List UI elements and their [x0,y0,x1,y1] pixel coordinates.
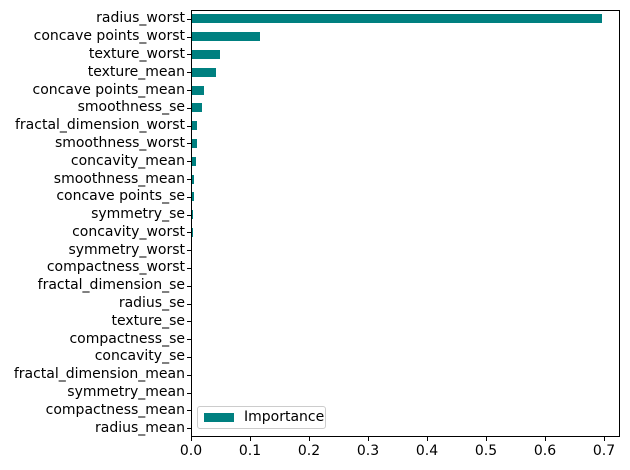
bar [192,103,202,112]
x-tick-mark [545,437,546,441]
x-tick-label: 0.2 [297,443,321,459]
y-tick-mark [187,108,191,109]
y-tick-mark [187,143,191,144]
y-tick-mark [187,126,191,127]
bar [192,14,602,23]
y-tick-mark [187,357,191,358]
x-tick-label: 0.7 [592,443,616,459]
x-tick-label: 0.0 [179,443,203,459]
y-tick-label: concave points_se [56,188,185,205]
y-tick-mark [187,19,191,20]
bar [192,121,197,130]
y-tick-mark [187,179,191,180]
plot-area [191,10,620,437]
y-tick-mark [187,410,191,411]
y-tick-label: compactness_worst [46,259,185,276]
y-tick-mark [187,321,191,322]
bar [192,192,194,201]
x-tick-label: 0.6 [533,443,557,459]
y-tick-label: texture_se [111,312,185,329]
bar [192,210,193,219]
y-tick-label: radius_se [118,295,185,312]
y-tick-label: smoothness_mean [53,170,185,187]
x-tick-label: 0.5 [474,443,498,459]
y-tick-mark [187,428,191,429]
bar [192,86,204,95]
x-tick-mark [191,437,192,441]
legend-swatch-icon [204,413,234,422]
y-tick-label: concavity_worst [72,223,185,240]
y-tick-mark [187,54,191,55]
y-tick-mark [187,215,191,216]
legend: Importance [197,406,326,429]
y-tick-label: radius_worst [96,10,185,27]
y-tick-mark [187,339,191,340]
bar [192,32,260,41]
y-tick-label: concave points_worst [33,28,185,45]
y-tick-mark [187,250,191,251]
legend-label: Importance [244,409,325,425]
x-tick-label: 0.4 [415,443,439,459]
bar [192,228,193,237]
y-tick-label: symmetry_mean [67,384,185,401]
y-tick-label: fractal_dimension_mean [13,366,185,383]
y-tick-mark [187,286,191,287]
y-tick-label: fractal_dimension_worst [15,117,185,134]
y-tick-label: concavity_mean [70,152,185,169]
y-tick-label: symmetry_se [91,206,185,223]
x-tick-mark [368,437,369,441]
y-tick-label: smoothness_worst [54,134,185,151]
x-tick-mark [427,437,428,441]
y-tick-mark [187,232,191,233]
y-tick-mark [187,161,191,162]
y-tick-mark [187,72,191,73]
y-tick-mark [187,304,191,305]
y-tick-label: compactness_mean [45,401,185,418]
bar [192,175,194,184]
bar [192,139,197,148]
bar [192,157,196,166]
x-tick-label: 0.1 [238,443,262,459]
y-tick-mark [187,393,191,394]
x-tick-mark [309,437,310,441]
y-tick-label: concavity_se [94,348,185,365]
y-tick-label: texture_worst [88,45,185,62]
y-tick-label: smoothness_se [77,99,185,116]
y-tick-mark [187,375,191,376]
y-tick-label: compactness_se [69,330,185,347]
x-tick-mark [486,437,487,441]
y-tick-mark [187,197,191,198]
y-tick-mark [187,268,191,269]
y-tick-label: fractal_dimension_se [37,277,185,294]
y-tick-mark [187,90,191,91]
x-tick-label: 0.3 [356,443,380,459]
x-tick-mark [604,437,605,441]
y-tick-label: symmetry_worst [68,241,185,258]
y-tick-mark [187,37,191,38]
y-tick-label: texture_mean [87,63,185,80]
y-tick-label: concave points_mean [32,81,185,98]
bar [192,68,216,77]
bar [192,50,220,59]
x-tick-mark [250,437,251,441]
y-tick-label: radius_mean [95,419,185,436]
